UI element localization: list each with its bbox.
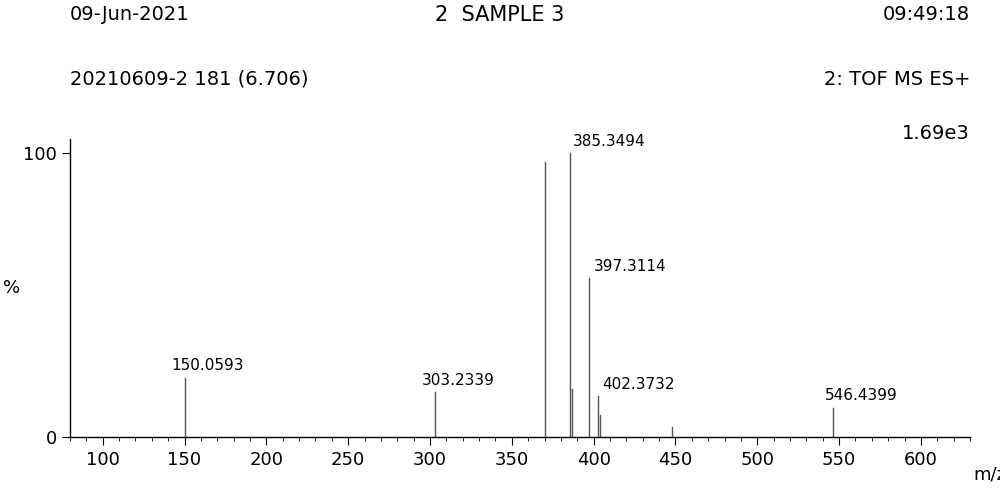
Text: 397.3114: 397.3114 (594, 259, 667, 274)
Text: 09-Jun-2021: 09-Jun-2021 (70, 5, 190, 24)
Y-axis label: %: % (3, 279, 20, 297)
Text: 402.3732: 402.3732 (602, 377, 675, 392)
Text: 2: TOF MS ES+: 2: TOF MS ES+ (824, 70, 970, 88)
Text: 2  SAMPLE 3: 2 SAMPLE 3 (435, 5, 565, 25)
Text: 385.3494: 385.3494 (573, 134, 646, 149)
Text: 20210609-2 181 (6.706): 20210609-2 181 (6.706) (70, 70, 308, 88)
Text: 09:49:18: 09:49:18 (883, 5, 970, 24)
Text: 303.2339: 303.2339 (422, 373, 495, 388)
Text: 1.69e3: 1.69e3 (902, 124, 970, 143)
Text: 150.0593: 150.0593 (172, 358, 244, 373)
Text: m/z: m/z (973, 466, 1000, 484)
Text: 546.4399: 546.4399 (825, 388, 898, 403)
